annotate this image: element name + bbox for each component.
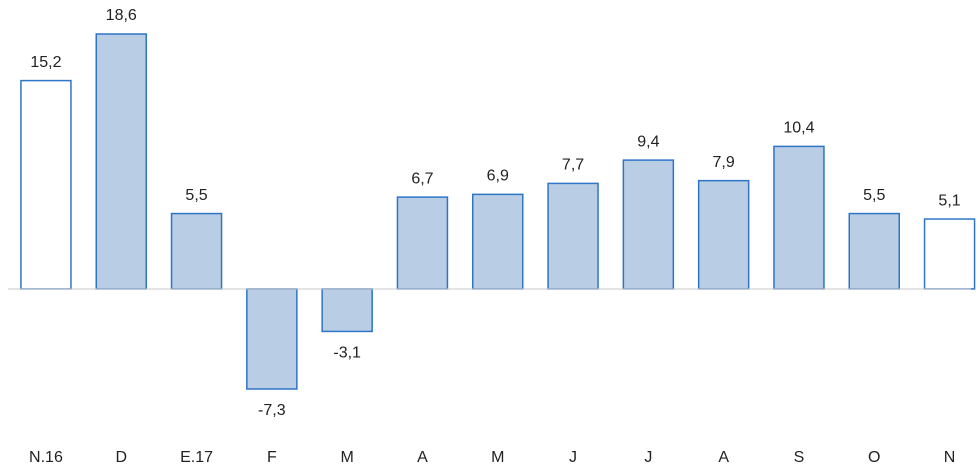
x-tick-label: D	[115, 449, 127, 466]
bar	[396, 196, 449, 290]
bar	[622, 159, 675, 290]
x-tick-label: A	[718, 449, 729, 466]
bar	[170, 212, 223, 290]
x-tick-label: N	[944, 449, 956, 466]
value-label: -7,3	[258, 402, 286, 419]
value-label: 5,5	[185, 187, 207, 204]
x-tick-label: M	[340, 449, 353, 466]
value-label: 5,5	[863, 187, 885, 204]
x-tick-label: O	[868, 449, 880, 466]
value-label: 6,9	[487, 168, 509, 185]
bar	[95, 33, 147, 290]
x-tick-label: N.16	[29, 449, 63, 466]
bar	[472, 193, 524, 290]
bar	[923, 218, 976, 290]
bar	[547, 182, 599, 290]
value-label: 7,7	[562, 157, 584, 174]
value-label: 15,2	[30, 54, 61, 71]
x-tick-label: F	[267, 449, 277, 466]
x-tick-label: E.17	[180, 449, 213, 466]
bar	[773, 145, 825, 290]
value-label: 10,4	[783, 120, 814, 137]
value-label: 9,4	[637, 133, 659, 150]
x-tick-label: J	[644, 449, 652, 466]
bar	[321, 288, 373, 333]
value-label: 18,6	[106, 7, 137, 24]
bar	[20, 79, 72, 290]
x-tick-label: S	[794, 449, 805, 466]
x-tick-label: A	[417, 449, 428, 466]
value-label: -3,1	[333, 345, 361, 362]
value-label: 7,9	[713, 154, 735, 171]
bar	[848, 212, 900, 290]
value-label: 5,1	[938, 192, 960, 209]
x-tick-label: J	[569, 449, 577, 466]
bar	[697, 179, 750, 290]
x-tick-label: M	[491, 449, 504, 466]
value-label: 6,7	[411, 170, 433, 187]
bar	[246, 288, 298, 390]
